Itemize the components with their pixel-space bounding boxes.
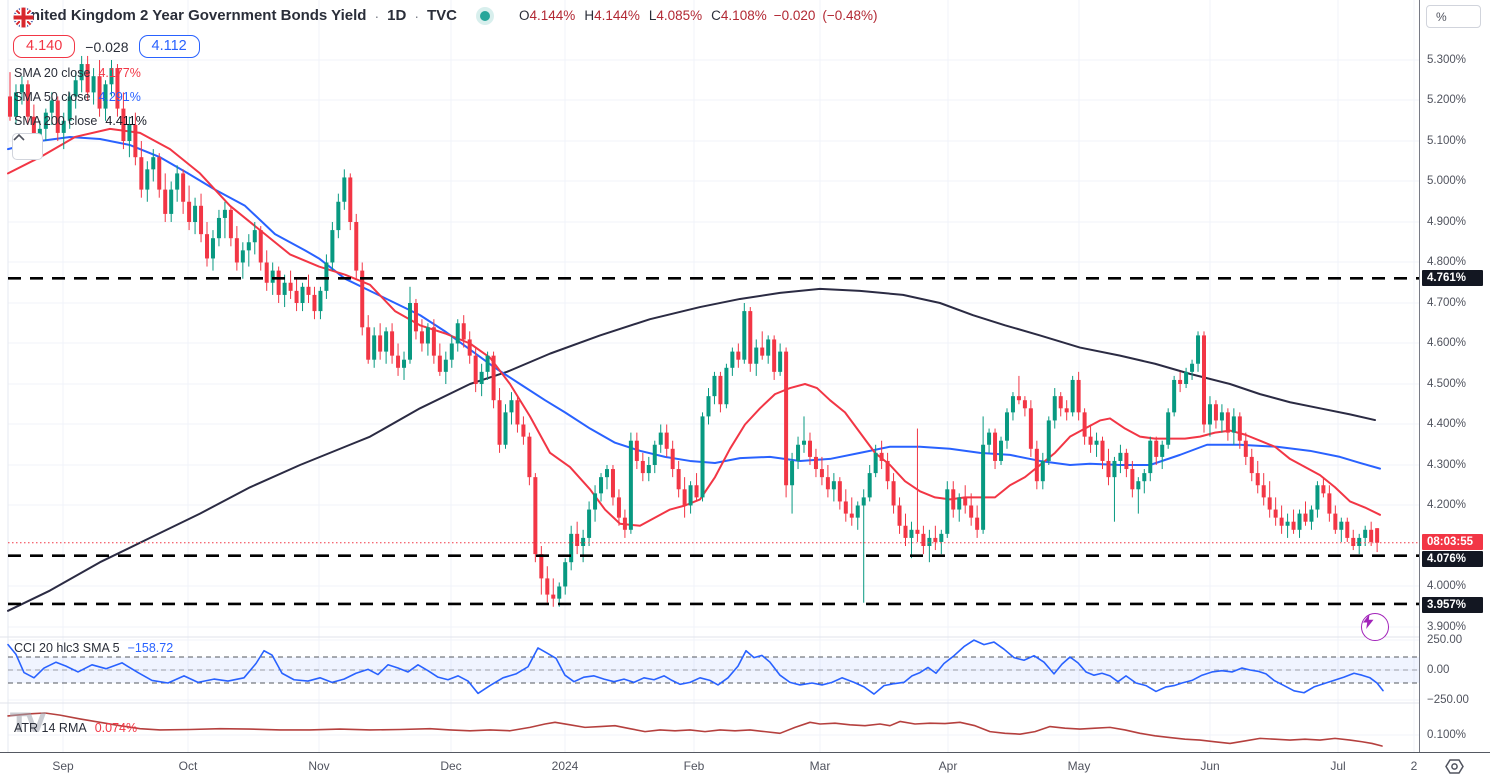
instant-order-lightning-icon[interactable] [1361,613,1389,641]
atr-value: 0.074% [94,721,138,735]
time-tick-label: Dec [440,759,462,773]
close-value: 4.108% [720,8,767,23]
collapse-legend-button[interactable] [12,133,43,160]
price-tick-label: 3.900% [1427,621,1467,633]
price-tick-label: 4.700% [1427,297,1467,309]
cci-value: −158.72 [127,641,174,655]
legend-cci[interactable]: CCI 20 hlc3 SMA 5 −158.72 [14,641,173,655]
cci-label: CCI 20 hlc3 SMA 5 [14,641,120,655]
price-unit-button[interactable]: % [1426,5,1481,28]
separator: · [414,7,419,24]
time-tick-label: 2 [1410,759,1418,773]
price-tick-label: 4.500% [1427,378,1467,390]
price-tick-label: 4.000% [1427,580,1467,592]
separator: · [374,7,380,24]
price-tick-label: 4.300% [1427,459,1467,471]
legend-sma50[interactable]: SMA 50 close 4.291% [14,90,141,104]
sma20-label: SMA 20 close [14,66,91,80]
price-tick-label: 4.400% [1427,418,1467,430]
level-price-chip: 4.761% [1422,270,1483,286]
price-tick-label: 5.000% [1427,175,1467,187]
price-tick-label: 5.100% [1427,135,1467,147]
time-tick-label: May [1067,759,1091,773]
low-label: L [648,8,657,23]
price-axis[interactable]: % 5.300% 5.200% 5.100% 5.000% 4.900% 4.800% 4.… [1419,0,1490,778]
price-tick-label: 0.00 [1427,664,1450,676]
interval-button[interactable]: 1D [387,7,407,24]
time-tick-label: Jul [1330,759,1346,773]
time-tick-label: Feb [683,759,705,773]
tradingview-logo-watermark: TV [10,708,46,739]
change-percent: (−0.48%) [822,8,878,23]
symbol-header: United Kingdom 2 Year Government Bonds Y… [13,7,878,28]
price-tick-label: 4.200% [1427,499,1467,511]
time-tick-label: Apr [938,759,958,773]
legend-sma20[interactable]: SMA 20 close 4.177% [14,66,141,80]
price-tick-label: 4.800% [1427,256,1467,268]
time-tick-label: Nov [308,759,330,773]
time-tick-label: Jun [1200,759,1220,773]
time-tick-label: 2024 [551,759,579,773]
sell-price-button[interactable]: 4.140 [13,35,76,58]
sma200-label: SMA 200 close [14,114,98,128]
quote-row: 4.140 −0.028 4.112 [13,35,200,58]
sma200-value: 4.411% [105,114,147,128]
open-label: O [519,8,530,23]
high-value: 4.144% [594,8,640,23]
time-tick-label: Sep [52,759,74,773]
price-tick-label: −250.00 [1427,694,1469,706]
time-axis[interactable]: Sep Oct Nov Dec 2024 Feb Mar Apr May Jun Jul 2 [0,752,1490,778]
time-tick-label: Mar [809,759,831,773]
legend-atr[interactable]: ATR 14 RMA 0.074% [14,721,137,735]
level-price-chip: 4.076% [1422,551,1483,567]
buy-price-button[interactable]: 4.112 [138,35,200,58]
symbol-title[interactable]: United Kingdom 2 Year Government Bonds Y… [20,7,367,24]
price-tick-label: 5.200% [1427,94,1467,106]
countdown-price-chip: 08:03:55 [1422,534,1483,550]
level-price-chip: 3.957% [1422,597,1483,613]
ohlc-readout: O4.144% H4.144% L4.085% C4.108% [519,8,767,23]
market-status-dot-icon[interactable] [480,10,490,21]
close-label: C [711,8,721,23]
sma20-value: 4.177% [98,66,141,80]
change-value: −0.020 [773,8,816,23]
low-value: 4.085% [656,8,703,23]
sma50-label: SMA 50 close [14,90,91,104]
price-tick-label: 5.300% [1427,54,1467,66]
legend-sma200[interactable]: SMA 200 close 4.411% [14,114,147,128]
price-tick-label: 4.600% [1427,337,1467,349]
exchange-label[interactable]: TVC [427,7,457,24]
atr-label: ATR 14 RMA [14,721,87,735]
sma50-value: 4.291% [98,90,141,104]
open-value: 4.144% [529,8,576,23]
spread-value: −0.028 [85,38,129,55]
high-label: H [584,8,595,23]
price-tick-label: 4.900% [1427,216,1467,228]
time-tick-label: Oct [178,759,198,773]
price-tick-label: 0.100% [1427,729,1467,741]
price-tick-label: 250.00 [1427,634,1463,646]
